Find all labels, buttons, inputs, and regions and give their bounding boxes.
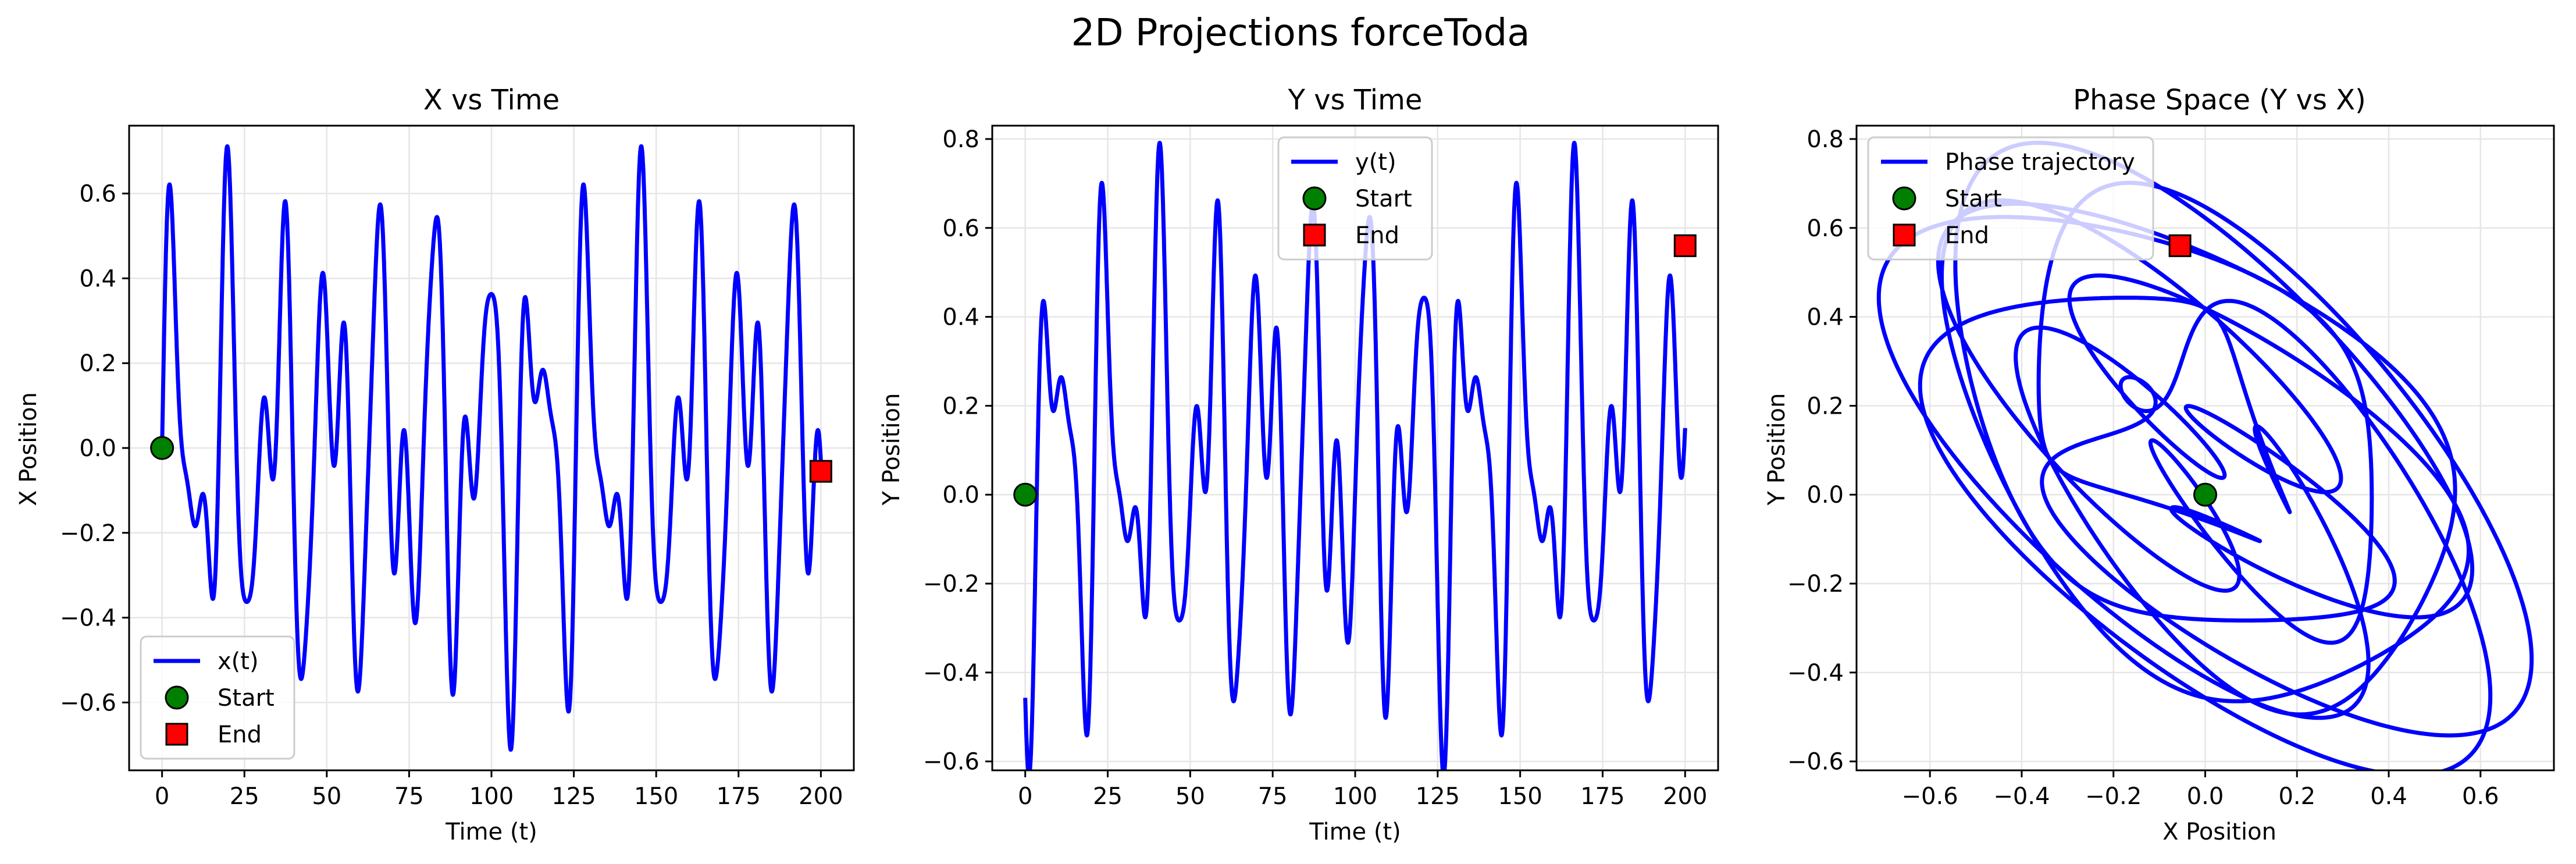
start-marker <box>150 436 174 460</box>
legend-start-swatch <box>1892 186 1916 211</box>
start-marker <box>1013 482 1038 507</box>
legend-label: Start <box>218 685 275 712</box>
legend-start-swatch <box>1302 186 1327 211</box>
y-tick-label: 0.4 <box>942 304 979 331</box>
legend-end-swatch <box>1893 223 1916 247</box>
legend-label: Phase trajectory <box>1945 149 2135 176</box>
y-tick-label: 0.8 <box>942 126 979 153</box>
y-tick-label: 0.2 <box>79 350 116 377</box>
legend-label: Start <box>1945 186 2002 212</box>
x-tick-label: −0.2 <box>2085 783 2142 810</box>
x-tick-label: 25 <box>1093 783 1123 810</box>
end-marker <box>2168 234 2192 257</box>
y-tick-label: 0.6 <box>942 215 979 242</box>
legend-label: y(t) <box>1355 149 1396 176</box>
legend-end-swatch <box>165 723 188 746</box>
y-axis-label: X Position <box>15 392 42 506</box>
panel-phase-space: Phase Space (Y vs X) X Position Y Positi… <box>1763 84 2555 845</box>
y-tick-label: 0.4 <box>79 265 116 292</box>
y-tick-label: −0.6 <box>60 689 116 716</box>
legend: y(t) Start End <box>1277 136 1433 261</box>
y-tick-label: −0.6 <box>1787 749 1844 776</box>
series-line <box>1023 140 1687 770</box>
x-tick-label: 75 <box>1258 783 1288 810</box>
legend-label: x(t) <box>218 648 259 675</box>
y-tick-label: −0.2 <box>923 571 979 598</box>
y-tick-label: 0.0 <box>1807 482 1844 509</box>
legend-box <box>1867 136 2154 261</box>
x-tick-label: 0 <box>155 783 169 810</box>
y-tick-label: 0.0 <box>79 435 116 462</box>
x-tick-label: 0.0 <box>2187 783 2224 810</box>
end-marker <box>809 460 832 483</box>
series-line <box>160 144 823 752</box>
x-tick-label: 175 <box>1580 783 1624 810</box>
x-tick-label: 50 <box>1175 783 1205 810</box>
end-marker <box>1673 234 1697 257</box>
panel-title: X vs Time <box>423 84 560 116</box>
legend-end-swatch <box>1303 223 1326 247</box>
legend: x(t) Start End <box>140 635 295 760</box>
legend: Phase trajectory Start End <box>1867 136 2154 261</box>
x-tick-label: 175 <box>717 783 761 810</box>
x-tick-label: 0 <box>1018 783 1032 810</box>
y-tick-label: −0.4 <box>1787 660 1844 687</box>
legend-label: End <box>218 721 262 748</box>
x-tick-label: 100 <box>1333 783 1377 810</box>
x-tick-label: 75 <box>394 783 424 810</box>
x-axis-label: X Position <box>2162 819 2276 845</box>
x-tick-label: 0.2 <box>2278 783 2315 810</box>
figure-title: 2D Projections forceToda <box>1071 12 1530 55</box>
x-tick-label: 50 <box>312 783 341 810</box>
x-tick-label: −0.6 <box>1902 783 1958 810</box>
y-tick-label: 0.6 <box>79 181 116 208</box>
y-tick-label: −0.2 <box>1787 571 1844 598</box>
y-axis-label: Y Position <box>1763 393 1790 506</box>
y-tick-label: 0.6 <box>1807 215 1844 242</box>
legend-label: End <box>1355 222 1399 249</box>
x-tick-label: 100 <box>469 783 514 810</box>
x-tick-label: 0.6 <box>2462 783 2499 810</box>
y-tick-label: −0.2 <box>60 520 116 547</box>
y-tick-label: 0.4 <box>1807 304 1844 331</box>
x-tick-label: 25 <box>230 783 259 810</box>
panel-x-vs-time: X vs Time Time (t) X Position 0 25 50 75 100… <box>15 84 855 845</box>
x-tick-label: −0.4 <box>1993 783 2050 810</box>
x-tick-label: 125 <box>551 783 596 810</box>
y-tick-label: −0.6 <box>923 749 979 776</box>
x-axis-label: Time (t) <box>445 819 537 845</box>
y-tick-label: 0.0 <box>942 482 979 509</box>
x-tick-label: 0.4 <box>2370 783 2407 810</box>
x-tick-label: 200 <box>799 783 843 810</box>
x-axis-label: Time (t) <box>1309 819 1401 845</box>
y-tick-label: −0.4 <box>923 660 979 687</box>
x-tick-label: 200 <box>1663 783 1707 810</box>
x-tick-label: 150 <box>634 783 678 810</box>
legend-label: Start <box>1355 186 1412 212</box>
y-tick-label: 0.2 <box>1807 393 1844 419</box>
start-marker <box>2193 482 2217 507</box>
x-tick-label: 125 <box>1416 783 1460 810</box>
y-tick-label: 0.2 <box>942 393 979 419</box>
y-tick-label: −0.4 <box>60 605 116 632</box>
x-tick-label: 150 <box>1498 783 1542 810</box>
y-tick-label: 0.8 <box>1807 126 1844 153</box>
y-axis-label: Y Position <box>878 393 905 506</box>
legend-start-swatch <box>165 685 189 710</box>
panel-title: Phase Space (Y vs X) <box>2073 84 2366 116</box>
legend-label: End <box>1945 222 1989 249</box>
panel-y-vs-time: Y vs Time Time (t) Y Position 0 25 50 75 100… <box>878 84 1719 845</box>
panel-title: Y vs Time <box>1288 84 1423 116</box>
